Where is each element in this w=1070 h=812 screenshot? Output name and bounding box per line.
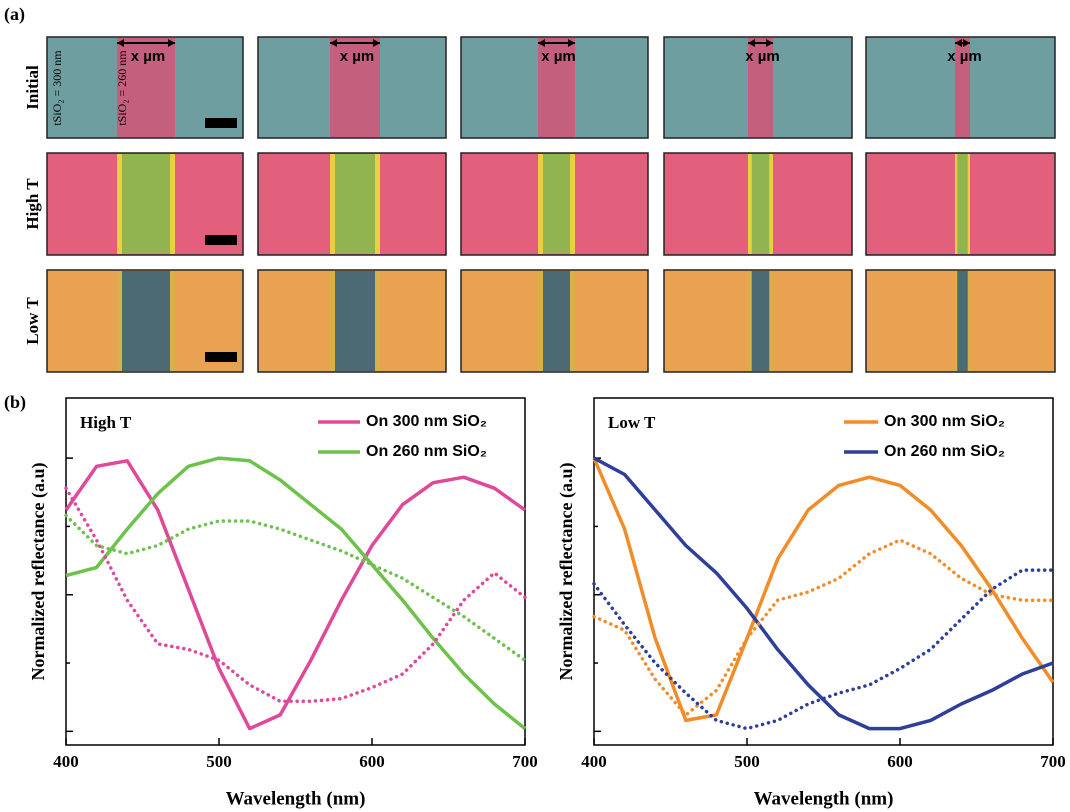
x-tick-label: 500 xyxy=(206,752,232,771)
x-axis-label: Wavelength (nm) xyxy=(754,788,894,809)
annotation: Low T xyxy=(608,413,656,432)
plot-frame xyxy=(65,397,526,746)
x-axis-label: Wavelength (nm) xyxy=(226,788,366,809)
panel-label: (a) xyxy=(4,4,25,25)
column-label: x µm xyxy=(745,48,780,65)
row-label: High T xyxy=(23,178,42,230)
scale-bar xyxy=(205,118,237,128)
scale-bar xyxy=(205,352,237,362)
x-tick-label: 700 xyxy=(512,752,538,771)
stripe xyxy=(955,38,970,137)
legend-label: On 260 nm SiO₂ xyxy=(366,443,487,460)
x-tick-label: 400 xyxy=(53,752,79,771)
series-line xyxy=(592,457,1055,723)
series-line xyxy=(64,486,527,704)
arrow-head xyxy=(955,39,970,47)
stripe xyxy=(751,154,770,254)
arrow-head xyxy=(748,39,773,47)
stripe xyxy=(117,38,175,137)
scale-bar xyxy=(205,235,237,245)
stripe xyxy=(122,154,170,254)
column-label: x µm xyxy=(340,48,375,65)
plot-frame xyxy=(593,397,1054,746)
stripe xyxy=(751,271,770,371)
x-tick-label: 400 xyxy=(581,752,607,771)
y-axis-label: Normalized reflectance (a.u) xyxy=(556,462,577,680)
series-line xyxy=(592,538,1055,717)
stripe xyxy=(335,154,375,254)
series-line xyxy=(592,568,1055,731)
stripe xyxy=(957,154,968,254)
column-label: x µm xyxy=(541,48,576,65)
x-tick-label: 500 xyxy=(734,752,760,771)
x-tick-label: 700 xyxy=(1040,752,1066,771)
x-tick-label: 600 xyxy=(887,752,913,771)
column-label: x µm xyxy=(131,48,166,65)
row-label: Low T xyxy=(23,297,42,345)
panel-label: (b) xyxy=(4,392,26,413)
legend-label: On 260 nm SiO₂ xyxy=(884,443,1005,460)
legend-label: On 300 nm SiO₂ xyxy=(884,413,1005,430)
stripe xyxy=(543,271,570,371)
legend-label: On 300 nm SiO₂ xyxy=(366,413,487,430)
stripe xyxy=(538,38,575,137)
thickness-label: tSiO₂ = 300 nm xyxy=(50,50,64,126)
stripe xyxy=(335,271,375,371)
stripe xyxy=(122,271,170,371)
row-label: Initial xyxy=(23,65,42,110)
y-axis-label: Normalized reflectance (a.u) xyxy=(28,462,49,680)
series-line xyxy=(64,459,527,731)
stripe xyxy=(543,154,570,254)
stripe xyxy=(748,38,773,137)
thickness-label: tSiO₂ = 260 nm xyxy=(115,50,129,126)
arrow-head xyxy=(117,39,175,47)
series-line xyxy=(64,513,527,663)
column-label: x µm xyxy=(947,48,982,65)
series-line xyxy=(65,456,527,730)
x-tick-label: 600 xyxy=(359,752,385,771)
stripe xyxy=(957,271,968,371)
stripe xyxy=(330,38,380,137)
annotation: High T xyxy=(80,413,132,432)
